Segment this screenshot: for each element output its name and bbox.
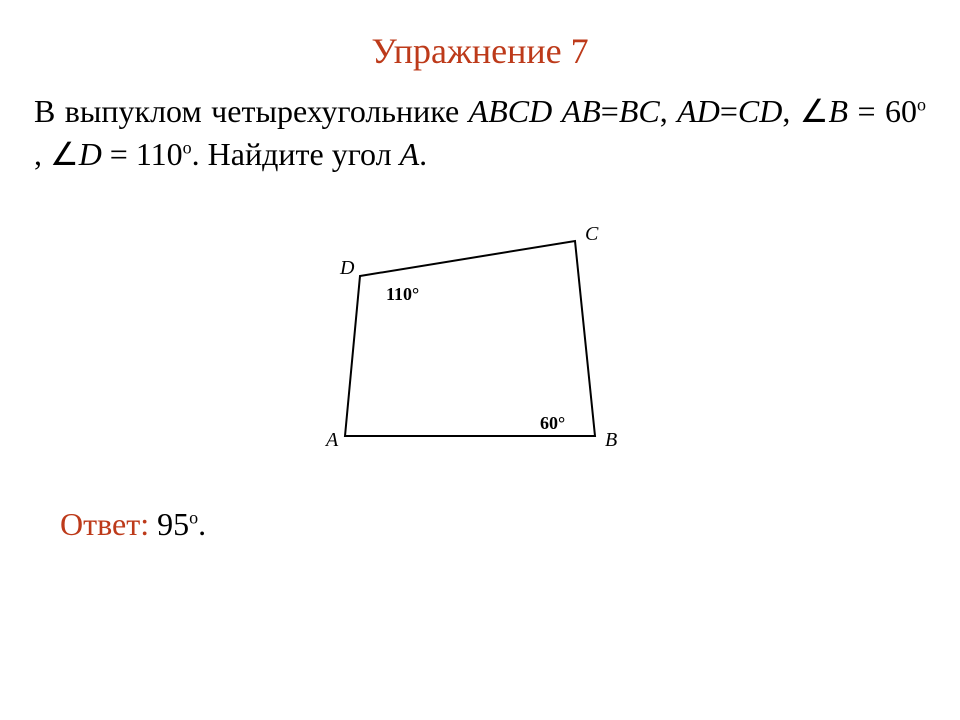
eq1-rhs: BC xyxy=(619,93,660,129)
svg-text:A: A xyxy=(324,429,339,451)
angle-d-name: D xyxy=(79,136,102,172)
svg-text:D: D xyxy=(339,257,355,279)
exercise-title: Упражнение 7 xyxy=(30,30,930,72)
eq2-rhs: CD xyxy=(738,93,782,129)
quad-name: ABCD xyxy=(469,93,553,129)
angle-d-value: 110 xyxy=(136,136,183,172)
svg-text:C: C xyxy=(585,223,599,245)
problem-tail: . Найдите угол xyxy=(192,136,400,172)
answer-number: 95 xyxy=(157,506,189,542)
figure-container: A B C D 110° 60° xyxy=(30,216,930,466)
deg-sup: о xyxy=(183,138,192,158)
svg-text:110°: 110° xyxy=(386,284,419,304)
angle-b-name: B xyxy=(828,93,848,129)
problem-statement: В выпуклом четырехугольнике ABCD AB=BC, … xyxy=(34,90,926,176)
svg-text:60°: 60° xyxy=(540,413,565,433)
angle-b-value: 60 xyxy=(885,93,917,129)
deg-sup: о xyxy=(917,94,926,114)
target-angle: A xyxy=(400,136,420,172)
problem-prefix: В выпуклом четырехугольнике xyxy=(34,93,469,129)
quadrilateral-figure: A B C D 110° 60° xyxy=(300,216,660,466)
answer-label: Ответ: xyxy=(60,506,149,542)
problem-period: . xyxy=(419,136,427,172)
answer-period: . xyxy=(198,506,206,542)
answer-line: Ответ: 95о. xyxy=(60,506,930,543)
svg-text:B: B xyxy=(605,429,617,451)
answer-deg-sup: о xyxy=(189,508,198,528)
answer-value: 95о. xyxy=(157,506,206,542)
eq2-lhs: AD xyxy=(677,93,720,129)
slide: Упражнение 7 В выпуклом четырехугольнике… xyxy=(0,0,960,720)
eq1-lhs: AB xyxy=(562,93,601,129)
